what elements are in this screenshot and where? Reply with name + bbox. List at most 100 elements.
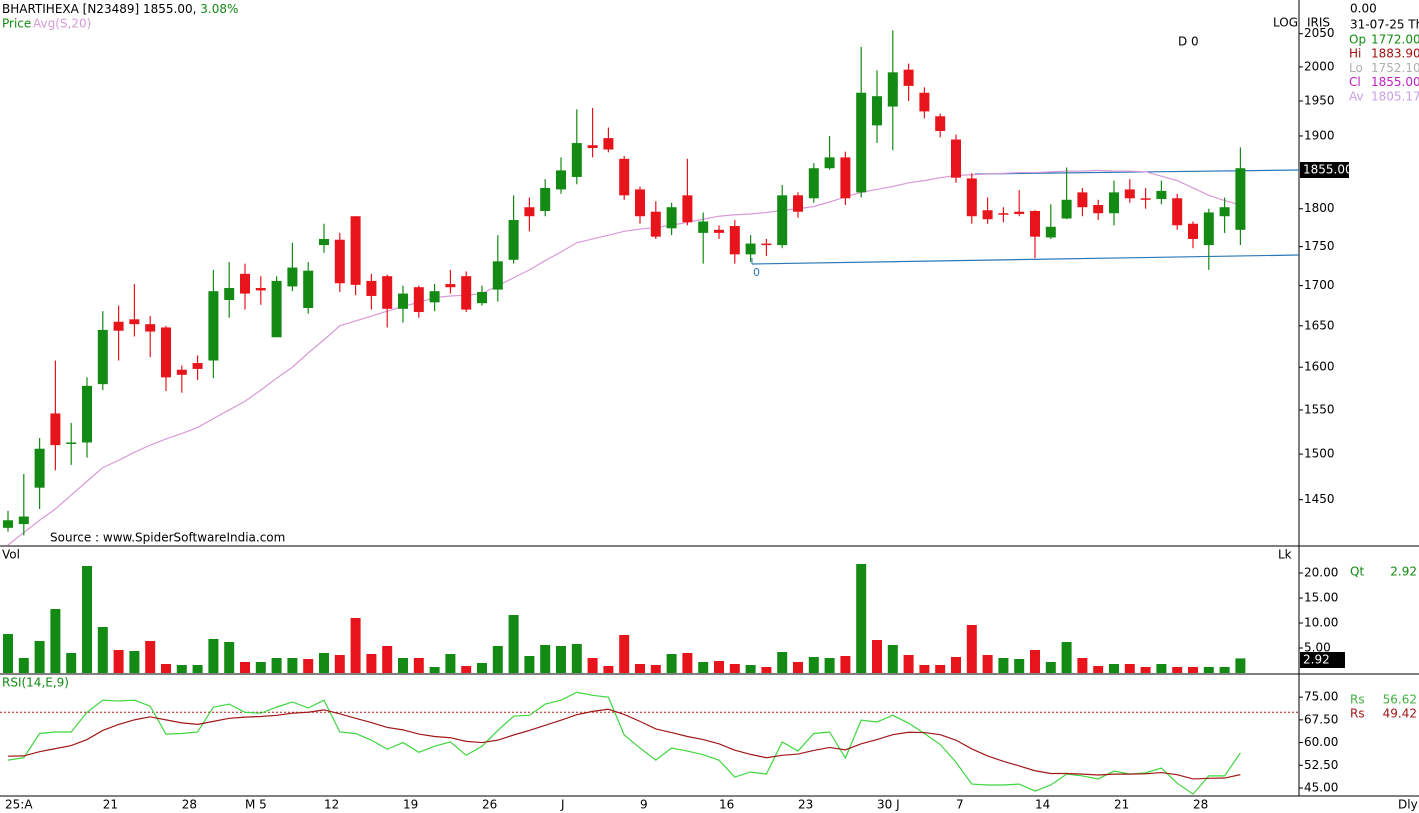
candle-body — [97, 329, 108, 385]
info-date: 31-07-25 Th — [1350, 18, 1419, 32]
volume-box-label: 2.92 — [1303, 653, 1330, 667]
volume-bar — [398, 658, 408, 673]
volume-bar — [1219, 667, 1230, 673]
candle-body — [603, 138, 614, 150]
volume-bar — [176, 665, 187, 673]
volume-bar — [650, 665, 661, 673]
title: BHARTIHEXA [N23489] 1855.00, — [2, 2, 196, 16]
volume-bar — [887, 645, 898, 673]
candle-body — [935, 116, 946, 132]
price-box — [1300, 162, 1349, 178]
x-tick-label: M 5 — [245, 798, 267, 812]
candle-body — [1045, 226, 1056, 238]
volume-bar — [587, 658, 598, 673]
volume-bar — [492, 646, 503, 673]
source: Source : www.SpiderSoftwareIndia.com — [50, 531, 285, 545]
volume-bar — [255, 662, 266, 673]
candle-body — [492, 261, 503, 290]
candle-body — [793, 195, 803, 212]
candle-body — [635, 189, 645, 217]
x-tick-label: 21 — [103, 798, 118, 812]
info-value: 1805.17 — [1371, 89, 1419, 103]
volume-bar — [1124, 664, 1135, 673]
candle-body — [1077, 192, 1088, 208]
volume-unit: Lk — [1278, 548, 1292, 562]
candle-body — [113, 321, 124, 331]
volume-bar — [524, 656, 535, 673]
volume-bar — [761, 667, 772, 673]
candle-body — [540, 187, 551, 211]
volume-label: Vol — [2, 548, 20, 562]
candle-body — [161, 327, 171, 378]
volume-bar — [66, 653, 77, 673]
volume-bar — [240, 662, 250, 673]
candle-body — [1219, 207, 1230, 217]
rsi-line — [7, 708, 1241, 780]
candle-body — [303, 270, 314, 308]
volume-bar — [635, 664, 645, 673]
legend-average: Avg(S,20) — [33, 17, 91, 31]
volume-bar — [1061, 642, 1072, 673]
y-tick-label: 1600 — [1304, 360, 1335, 374]
candle-body — [951, 139, 961, 178]
volume-bar — [840, 656, 851, 673]
candle-body — [666, 207, 677, 229]
volume-bar — [777, 652, 788, 673]
candle-body — [3, 520, 13, 528]
candle-body — [413, 287, 424, 313]
candle-body — [1188, 223, 1198, 239]
candle-body — [366, 280, 377, 296]
y-tick-label: 2000 — [1304, 59, 1335, 73]
volume-bar — [998, 658, 1009, 673]
candle-body — [824, 157, 835, 169]
candle-body — [255, 288, 266, 291]
info-label: Cl — [1349, 75, 1361, 89]
x-tick-label: 23 — [798, 798, 813, 812]
y-tick-label: 2050 — [1304, 26, 1335, 40]
volume-bar — [1203, 667, 1214, 673]
y-tick-label: 1750 — [1304, 239, 1335, 253]
info-value: 0.00 — [1350, 2, 1377, 16]
volume-bar — [793, 662, 803, 673]
quantity-label: Qt — [1350, 565, 1364, 579]
info-value: 1855.00 — [1371, 75, 1419, 89]
candle-body — [556, 170, 566, 190]
trend-line — [751, 254, 1300, 265]
price-box-label: 1855.00 — [1303, 163, 1353, 177]
volume-bar — [82, 566, 92, 673]
indicator-label: IRIS — [1307, 16, 1330, 30]
volume-bar — [208, 639, 219, 673]
volume-bar — [1109, 664, 1119, 673]
volume-bar — [366, 654, 377, 673]
volume-bar — [1030, 650, 1040, 673]
volume-bar — [1172, 667, 1183, 673]
candle-body — [1140, 198, 1151, 200]
candle-body — [840, 157, 851, 199]
rsi-legend-name: Rs — [1350, 707, 1365, 721]
candle-body — [287, 267, 298, 287]
candle-body — [650, 211, 661, 237]
candle-body — [240, 273, 250, 294]
volume-bar — [50, 609, 61, 673]
candle-body — [271, 280, 282, 338]
volume-box — [1300, 652, 1345, 668]
candle-body — [966, 178, 977, 217]
period-label: Dly — [1398, 798, 1418, 812]
candle-body — [1109, 192, 1119, 214]
candle-body — [1093, 204, 1104, 214]
x-tick-label: 21 — [1114, 798, 1129, 812]
y-tick-label: 5.00 — [1304, 641, 1331, 655]
x-tick-label: 28 — [1193, 798, 1208, 812]
candle-body — [176, 369, 187, 375]
volume-bar — [903, 655, 914, 673]
annotation: 0 — [753, 266, 760, 279]
candle-body — [461, 276, 472, 310]
volume-bar — [429, 667, 440, 673]
candle-body — [145, 324, 156, 332]
candle-body — [587, 145, 598, 149]
x-tick-label: 12 — [324, 798, 339, 812]
x-tick-label: 28 — [182, 798, 197, 812]
volume-bar — [145, 641, 156, 673]
volume-bar — [698, 662, 709, 673]
